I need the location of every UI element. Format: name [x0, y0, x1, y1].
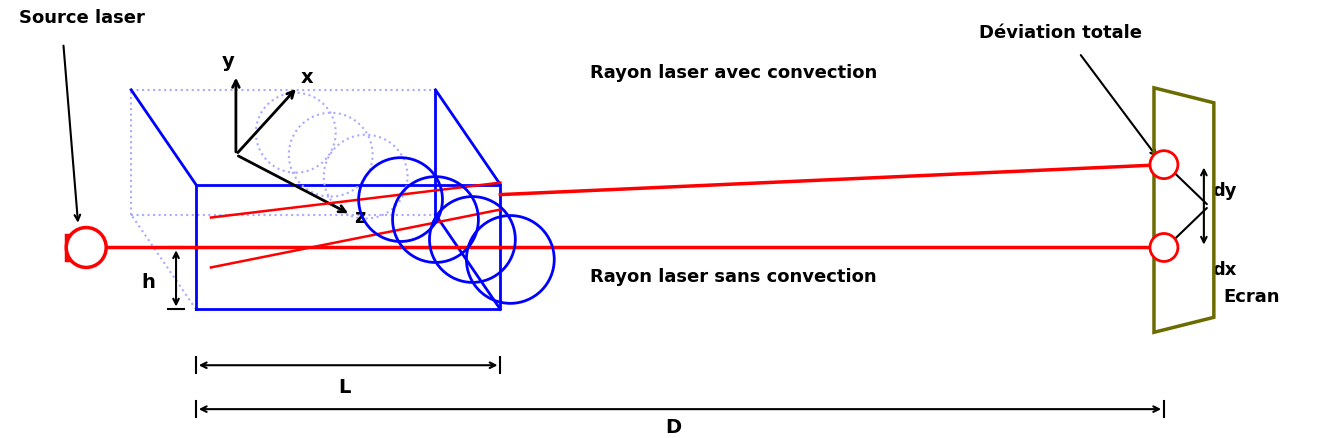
Text: dx: dx	[1212, 261, 1236, 279]
Text: Rayon laser avec convection: Rayon laser avec convection	[590, 64, 878, 82]
Text: L: L	[338, 378, 350, 397]
Text: Déviation totale: Déviation totale	[979, 24, 1143, 42]
Text: h: h	[141, 273, 155, 293]
Text: Rayon laser sans convection: Rayon laser sans convection	[590, 268, 876, 286]
Text: y: y	[222, 52, 234, 71]
Circle shape	[1150, 233, 1177, 261]
Text: Ecran: Ecran	[1224, 288, 1280, 306]
Text: Source laser: Source laser	[20, 9, 145, 27]
Circle shape	[1150, 151, 1177, 179]
Text: dy: dy	[1212, 182, 1236, 200]
Text: x: x	[301, 68, 313, 87]
Bar	[67, 234, 96, 261]
Circle shape	[67, 227, 107, 268]
Text: z: z	[354, 208, 365, 226]
Text: D: D	[665, 418, 681, 437]
